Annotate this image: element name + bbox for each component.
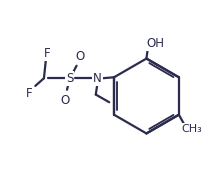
Text: S: S	[66, 72, 73, 85]
Text: N: N	[93, 72, 102, 85]
Text: O: O	[60, 94, 70, 107]
Text: O: O	[76, 50, 85, 63]
Text: OH: OH	[147, 37, 165, 50]
Text: F: F	[44, 47, 50, 60]
Text: CH₃: CH₃	[181, 124, 202, 134]
Text: F: F	[26, 87, 33, 100]
